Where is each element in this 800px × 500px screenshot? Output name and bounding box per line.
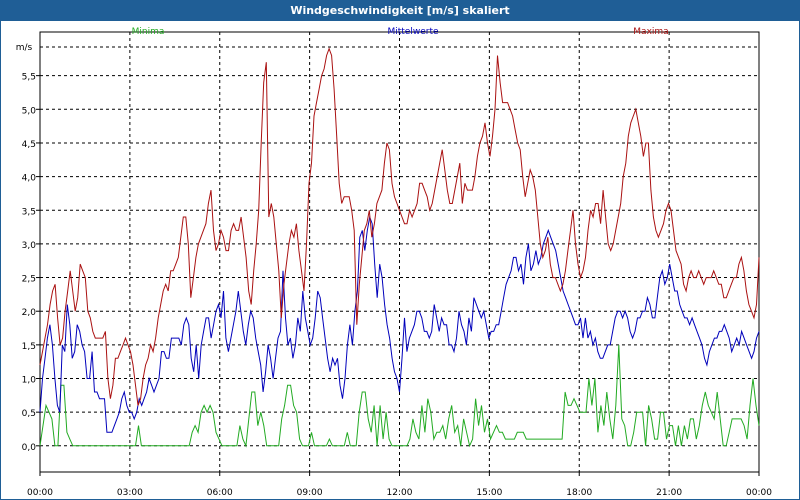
- x-tick-time: 00:00: [27, 488, 53, 498]
- x-tick-time: 18:00: [566, 488, 592, 498]
- x-tick-time: 12:00: [387, 488, 413, 498]
- x-tick-time: 21:00: [656, 488, 682, 498]
- x-tick-time: 15:00: [476, 488, 502, 498]
- y-tick-label: 0,0: [22, 443, 37, 453]
- window-title: Windgeschwindigkeit [m/s] skaliert: [1, 1, 799, 21]
- grid: [39, 31, 760, 473]
- legend-entry-mittelwerte: Mittelwerte: [387, 27, 438, 37]
- x-tick-time: 06:00: [207, 488, 233, 498]
- y-tick-label: 3,0: [22, 241, 37, 251]
- y-tick-label: 2,5: [22, 275, 36, 285]
- y-tick-label: 4,0: [22, 174, 37, 184]
- y-axis-label: m/s: [16, 43, 33, 53]
- series-line-minima: [39, 344, 760, 448]
- y-tick-label: 2,0: [22, 308, 37, 318]
- x-tick-time: 03:00: [117, 488, 143, 498]
- x-axis: 00:0009.03.2103:0009.03.2106:0009.03.210…: [27, 472, 772, 498]
- y-tick-label: 5,0: [22, 106, 37, 116]
- y-tick-label: 1,0: [22, 376, 37, 386]
- wind-speed-chart: 0,0 0,5 1,0 1,5 2,0 2,5 3,0 3,5 4,0 4,5 5,0 5,5 00:…: [16, 27, 772, 498]
- y-tick-label: 4,5: [22, 140, 36, 150]
- legend-entry-maxima: Maxima: [633, 27, 668, 37]
- x-tick-time: 00:00: [746, 488, 772, 498]
- y-tick-label: 1,5: [22, 342, 36, 352]
- y-tick-label: 3,5: [22, 207, 36, 217]
- legend-entry-minima: Minima: [132, 27, 165, 37]
- series-line-mittelwerte: [39, 215, 760, 433]
- x-tick-time: 09:00: [297, 488, 323, 498]
- legend: Minima Mittelwerte Maxima: [132, 27, 669, 37]
- series-group: [39, 47, 760, 448]
- y-axis: 0,0 0,5 1,0 1,5 2,0 2,5 3,0 3,5 4,0 4,5 5,0 5,5: [22, 73, 40, 453]
- y-tick-label: 0,5: [22, 409, 36, 419]
- y-tick-label: 5,5: [22, 73, 36, 83]
- series-line-maxima: [39, 47, 760, 406]
